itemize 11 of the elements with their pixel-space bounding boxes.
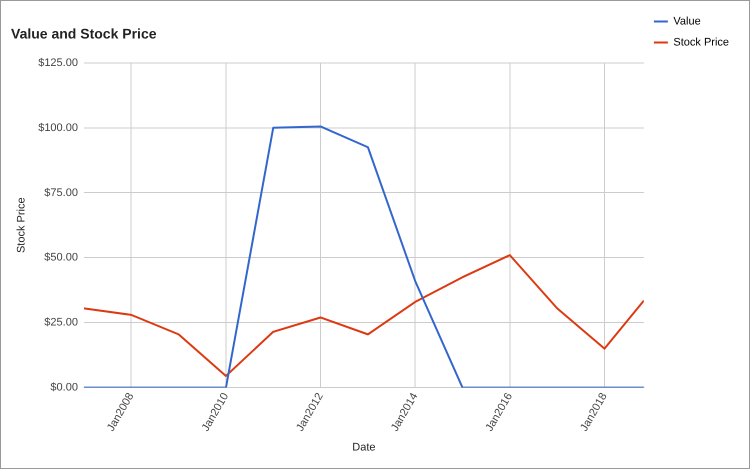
legend-label: Value [673,16,701,28]
y-tick-label: $50.00 [44,252,78,264]
chart-title: Value and Stock Price [11,25,157,42]
y-tick-label: $100.00 [38,122,78,134]
y-tick-label: $0.00 [50,382,78,394]
y-axis-title: Stock Price [16,197,28,254]
y-tick-label: $25.00 [44,316,78,329]
y-tick-label: $75.00 [44,186,78,199]
x-axis-title: Date [352,441,376,454]
legend-label: Stock Price [673,36,730,49]
y-tick-label: $125.00 [38,56,78,69]
